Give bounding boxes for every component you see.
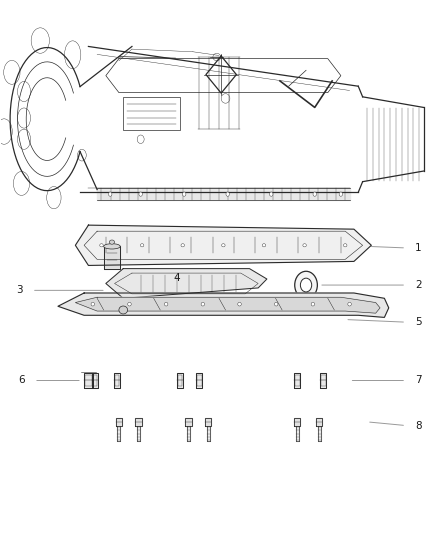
Polygon shape	[294, 373, 300, 388]
Ellipse shape	[226, 192, 230, 196]
Ellipse shape	[222, 244, 225, 247]
Ellipse shape	[348, 302, 351, 306]
Ellipse shape	[275, 302, 278, 306]
Ellipse shape	[339, 192, 343, 196]
Polygon shape	[185, 418, 191, 425]
Ellipse shape	[269, 192, 273, 196]
Text: 2: 2	[415, 280, 421, 290]
Polygon shape	[135, 418, 141, 425]
Polygon shape	[318, 425, 321, 441]
Polygon shape	[97, 188, 350, 200]
Polygon shape	[296, 425, 299, 441]
Ellipse shape	[119, 306, 127, 314]
Polygon shape	[75, 225, 371, 265]
Polygon shape	[177, 373, 183, 388]
Text: 8: 8	[415, 421, 421, 431]
Ellipse shape	[183, 192, 186, 196]
Polygon shape	[58, 293, 389, 317]
Polygon shape	[187, 425, 190, 441]
Polygon shape	[114, 373, 120, 388]
Text: 5: 5	[415, 317, 421, 327]
Ellipse shape	[100, 244, 103, 247]
Ellipse shape	[91, 302, 95, 306]
Polygon shape	[294, 418, 300, 425]
Polygon shape	[116, 418, 122, 425]
Text: 7: 7	[415, 375, 421, 385]
Polygon shape	[117, 425, 120, 441]
Polygon shape	[196, 373, 202, 388]
Ellipse shape	[128, 302, 131, 306]
Polygon shape	[104, 246, 120, 269]
Ellipse shape	[140, 244, 144, 247]
Ellipse shape	[110, 240, 115, 244]
Ellipse shape	[164, 302, 168, 306]
Polygon shape	[321, 373, 326, 388]
Polygon shape	[106, 269, 267, 298]
Ellipse shape	[343, 244, 347, 247]
Ellipse shape	[311, 302, 314, 306]
Ellipse shape	[238, 302, 241, 306]
Ellipse shape	[300, 278, 312, 292]
Polygon shape	[205, 418, 211, 425]
Polygon shape	[92, 373, 98, 388]
Ellipse shape	[104, 244, 120, 249]
Text: 3: 3	[17, 285, 23, 295]
Text: 6: 6	[19, 375, 25, 385]
Text: 1: 1	[415, 243, 421, 253]
Ellipse shape	[201, 302, 205, 306]
Polygon shape	[137, 425, 140, 441]
Ellipse shape	[109, 192, 112, 196]
Text: 4: 4	[173, 273, 180, 283]
Polygon shape	[207, 425, 210, 441]
Ellipse shape	[181, 244, 184, 247]
Polygon shape	[84, 373, 93, 388]
Ellipse shape	[313, 192, 317, 196]
Ellipse shape	[295, 271, 318, 299]
Ellipse shape	[139, 192, 142, 196]
Polygon shape	[316, 418, 322, 425]
Ellipse shape	[262, 244, 266, 247]
Ellipse shape	[303, 244, 306, 247]
Polygon shape	[75, 297, 380, 313]
